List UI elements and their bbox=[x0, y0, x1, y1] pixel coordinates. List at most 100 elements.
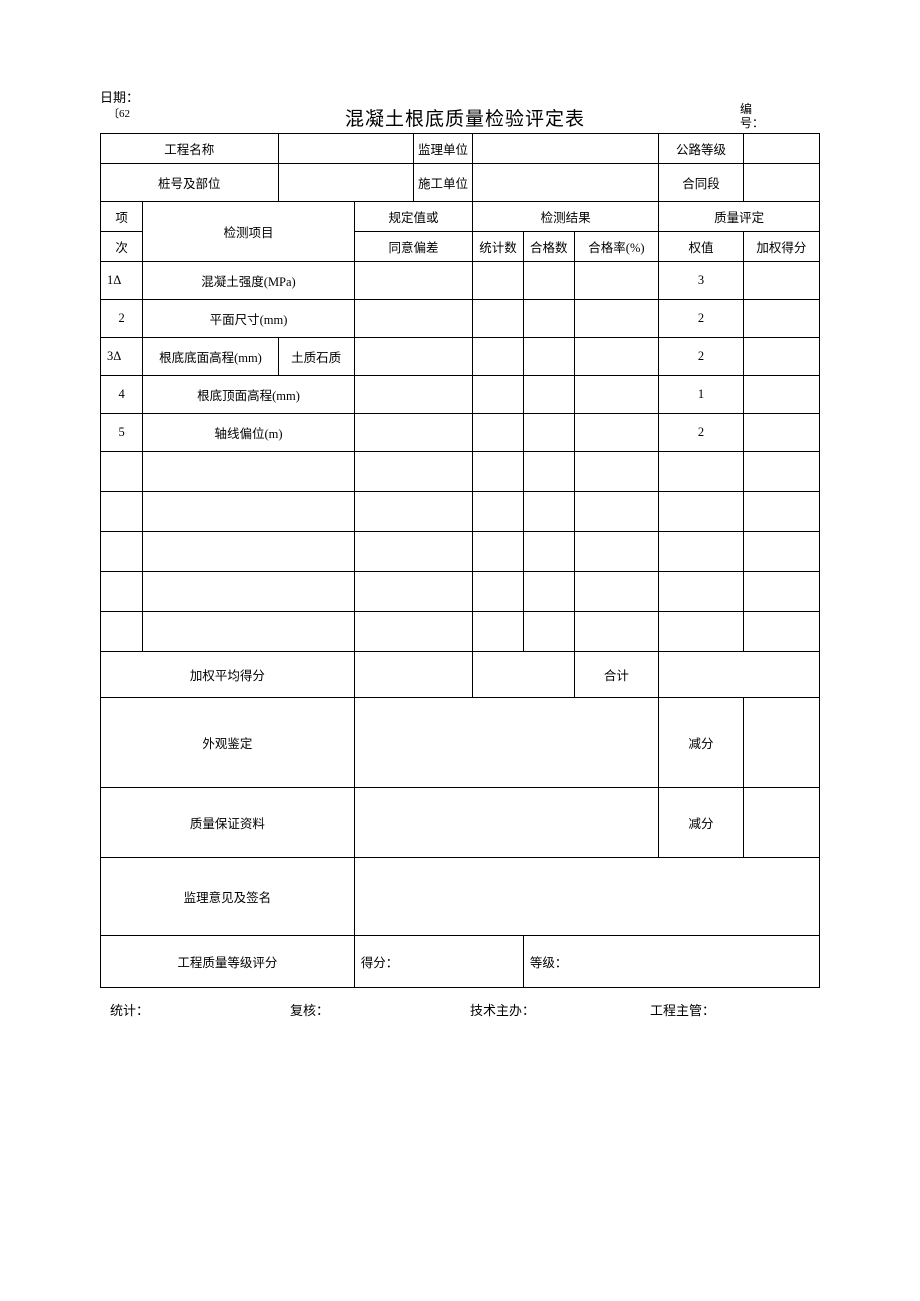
row-item: 混凝土强度(MPa) bbox=[143, 262, 354, 300]
row-idx: 5 bbox=[101, 414, 143, 452]
row-spec bbox=[354, 300, 472, 338]
row-spec bbox=[354, 376, 472, 414]
page-title: 混凝土根底质量检验评定表 bbox=[190, 90, 740, 131]
col-item: 检测项目 bbox=[143, 202, 354, 262]
row-score bbox=[743, 338, 819, 376]
row-stat bbox=[473, 338, 524, 376]
col-quality: 质量评定 bbox=[659, 202, 820, 232]
row-rate bbox=[574, 262, 659, 300]
row-weight: 2 bbox=[659, 414, 744, 452]
supervisor-value bbox=[473, 134, 659, 164]
footer-row: 统计： 复核： 技术主办： 工程主管： bbox=[100, 1000, 820, 1019]
project-name-value bbox=[278, 134, 413, 164]
row-weight: 2 bbox=[659, 300, 744, 338]
row-stat bbox=[473, 414, 524, 452]
footer-tech: 技术主办： bbox=[460, 1000, 640, 1019]
row-weight: 3 bbox=[659, 262, 744, 300]
col-idx-1: 项 bbox=[101, 202, 143, 232]
col-spec-2: 同意偏差 bbox=[354, 232, 472, 262]
construction-unit-value bbox=[473, 164, 659, 202]
thead-row-1: 项 检测项目 规定值或 检测结果 质量评定 bbox=[101, 202, 820, 232]
empty-row bbox=[101, 612, 820, 652]
total-label: 合计 bbox=[574, 652, 659, 698]
col-weight: 权值 bbox=[659, 232, 744, 262]
row-idx: 2 bbox=[101, 300, 143, 338]
weighted-avg-blank bbox=[473, 652, 574, 698]
supervisor-opinion-label: 监理意见及签名 bbox=[101, 858, 355, 936]
row-spec bbox=[354, 262, 472, 300]
construction-unit-label: 施工单位 bbox=[413, 164, 472, 202]
row-pass bbox=[523, 414, 574, 452]
data-row-2: 2 平面尺寸(mm) 2 bbox=[101, 300, 820, 338]
col-spec-1: 规定值或 bbox=[354, 202, 472, 232]
row-spec bbox=[354, 338, 472, 376]
weighted-avg-label: 加权平均得分 bbox=[101, 652, 355, 698]
deduct-value-1 bbox=[743, 698, 819, 788]
appearance-value bbox=[354, 698, 658, 788]
road-grade-label: 公路等级 bbox=[659, 134, 744, 164]
empty-row bbox=[101, 492, 820, 532]
row-stat bbox=[473, 262, 524, 300]
qa-docs-value bbox=[354, 788, 658, 858]
info-row-2: 桩号及部位 施工单位 合同段 bbox=[101, 164, 820, 202]
total-value bbox=[659, 652, 820, 698]
row-stat bbox=[473, 300, 524, 338]
row-item: 根底顶面高程(mm) bbox=[143, 376, 354, 414]
row-rate bbox=[574, 414, 659, 452]
row-pass bbox=[523, 338, 574, 376]
serial-block: 编 号： bbox=[740, 90, 820, 131]
col-stat: 统计数 bbox=[473, 232, 524, 262]
supervisor-opinion-value bbox=[354, 858, 819, 936]
qa-docs-row: 质量保证资料 减分 bbox=[101, 788, 820, 858]
row-item: 轴线偏位(m) bbox=[143, 414, 354, 452]
row-rate bbox=[574, 376, 659, 414]
row-pass bbox=[523, 262, 574, 300]
row-score bbox=[743, 300, 819, 338]
weighted-avg-value bbox=[354, 652, 472, 698]
row-weight: 2 bbox=[659, 338, 744, 376]
data-row-1: 1Δ 混凝土强度(MPa) 3 bbox=[101, 262, 820, 300]
empty-row bbox=[101, 532, 820, 572]
col-pass: 合格数 bbox=[523, 232, 574, 262]
footer-manager: 工程主管： bbox=[640, 1000, 820, 1019]
footer-stats: 统计： bbox=[100, 1000, 280, 1019]
row-rate bbox=[574, 338, 659, 376]
contract-label: 合同段 bbox=[659, 164, 744, 202]
serial-label-1: 编 bbox=[740, 102, 820, 116]
row-weight: 1 bbox=[659, 376, 744, 414]
row-idx: 3Δ bbox=[101, 338, 143, 376]
appearance-label: 外观鉴定 bbox=[101, 698, 355, 788]
col-score: 加权得分 bbox=[743, 232, 819, 262]
supervisor-opinion-row: 监理意见及签名 bbox=[101, 858, 820, 936]
date-sub: 〔62 bbox=[100, 107, 190, 121]
row-sub: 土质石质 bbox=[278, 338, 354, 376]
contract-value bbox=[743, 164, 819, 202]
appearance-row: 外观鉴定 减分 bbox=[101, 698, 820, 788]
deduct-label-2: 减分 bbox=[659, 788, 744, 858]
weighted-avg-row: 加权平均得分 合计 bbox=[101, 652, 820, 698]
row-score bbox=[743, 262, 819, 300]
pile-value bbox=[278, 164, 413, 202]
info-row-1: 工程名称 监理单位 公路等级 bbox=[101, 134, 820, 164]
grade-cell: 等级： bbox=[523, 936, 819, 988]
pile-label: 桩号及部位 bbox=[101, 164, 279, 202]
serial-label-2: 号： bbox=[740, 116, 820, 130]
row-spec bbox=[354, 414, 472, 452]
road-grade-value bbox=[743, 134, 819, 164]
score-cell: 得分： bbox=[354, 936, 523, 988]
row-stat bbox=[473, 376, 524, 414]
data-row-5: 5 轴线偏位(m) 2 bbox=[101, 414, 820, 452]
row-score bbox=[743, 414, 819, 452]
row-pass bbox=[523, 300, 574, 338]
row-pass bbox=[523, 376, 574, 414]
empty-row bbox=[101, 572, 820, 612]
date-label: 日期： bbox=[100, 90, 190, 107]
project-name-label: 工程名称 bbox=[101, 134, 279, 164]
empty-row bbox=[101, 452, 820, 492]
row-score bbox=[743, 376, 819, 414]
col-idx-2: 次 bbox=[101, 232, 143, 262]
row-item: 平面尺寸(mm) bbox=[143, 300, 354, 338]
grade-eval-row: 工程质量等级评分 得分： 等级： bbox=[101, 936, 820, 988]
col-result: 检测结果 bbox=[473, 202, 659, 232]
row-idx: 4 bbox=[101, 376, 143, 414]
